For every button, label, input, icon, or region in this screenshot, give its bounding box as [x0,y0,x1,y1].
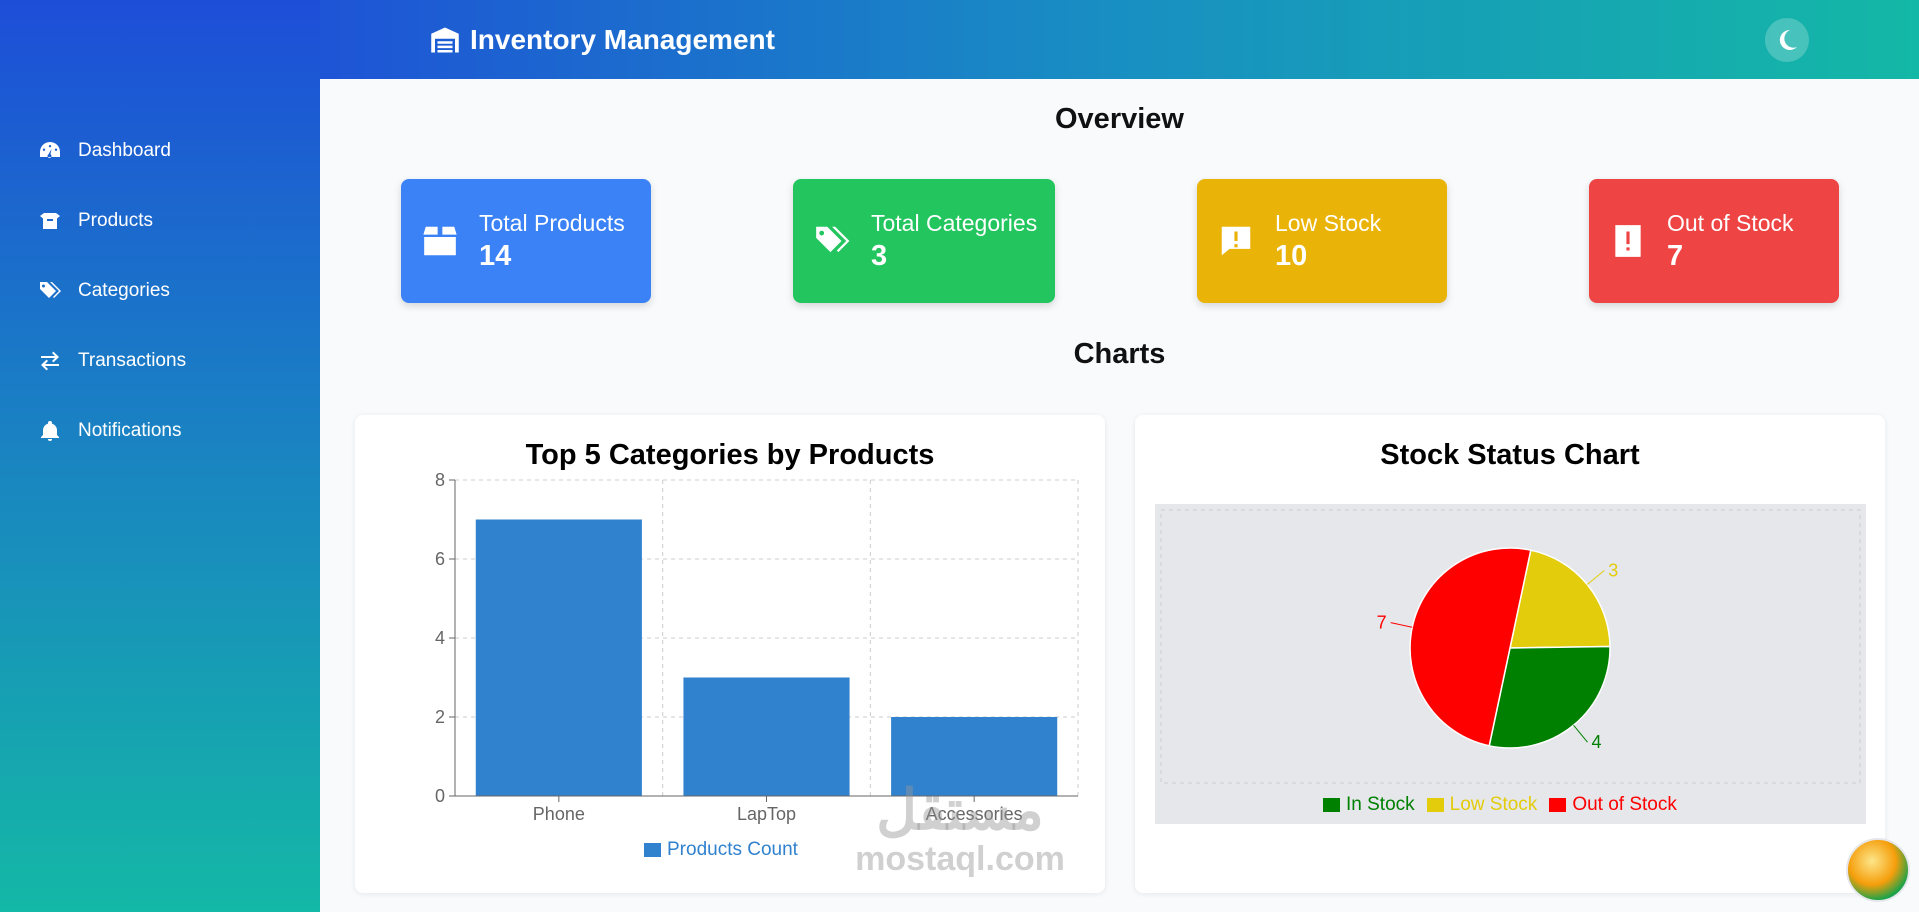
sidebar-item-label: Products [78,210,153,231]
y-tick-label: 2 [435,707,445,727]
stat-value: 3 [871,240,888,272]
legend-swatch [1323,798,1340,812]
bar [683,677,850,796]
exchange-icon [41,351,59,371]
stat-value: 14 [479,240,512,272]
bar-chart-panel: Top 5 Categories by Products 0 2 4 6 8 Phone L… [355,415,1105,893]
watermark-domain: mostaql.com [855,840,1065,878]
stat-card-low-stock[interactable]: Low Stock 10 [1197,179,1447,303]
x-tick-label: LapTop [737,804,796,824]
app-title-text: Inventory Management [470,24,775,55]
alert-message-icon [1217,222,1255,260]
y-tick-label: 8 [435,470,445,490]
pie-label-line [1390,622,1413,628]
stat-label: Out of Stock [1667,210,1794,236]
stat-label: Total Products [479,210,625,236]
tags-icon [40,282,61,298]
box-open-icon [421,222,459,260]
pie-value-label: 7 [1377,613,1387,633]
sidebar-item-products[interactable]: Products [38,206,153,236]
chat-bot-avatar[interactable] [1846,838,1910,902]
dashboard-icon [40,142,60,158]
y-tick-label: 4 [435,628,445,648]
pie-chart-legend: In Stock Low Stock Out of Stock [1323,794,1677,816]
legend-swatch [1426,798,1444,812]
pie-label-line [1586,570,1605,585]
sidebar-item-label: Transactions [78,350,187,371]
stat-label: Low Stock [1275,210,1382,236]
watermark: مستقل mostaql.com [840,780,1080,879]
sidebar-item-notifications[interactable]: Notifications [38,416,182,446]
pie-chart: 3 4 7 [1155,504,1866,824]
pie-slice [1509,549,1611,649]
stat-value: 7 [1667,240,1684,272]
pie-label-line [1573,724,1588,743]
sidebar-item-categories[interactable]: Categories [38,276,170,306]
sidebar-item-label: Categories [78,280,170,301]
theme-toggle-button[interactable] [1765,18,1809,62]
watermark-arabic: مستقل [876,778,1044,841]
stat-label: Total Categories [871,210,1038,236]
sidebar-item-label: Dashboard [78,140,171,161]
sidebar-item-transactions[interactable]: Transactions [38,346,186,376]
sidebar-item-label: Notifications [78,420,182,441]
sidebar-item-dashboard[interactable]: Dashboard [38,136,171,166]
bar-chart: 0 2 4 6 8 Phone LapTop Accessories [435,470,1079,824]
y-tick-label: 6 [435,549,445,569]
app-title: Inventory Management [430,20,775,60]
legend-label-in-stock: In Stock [1346,794,1415,815]
pie-plot-border [1160,509,1861,784]
stat-card-total-products[interactable]: Total Products 14 [401,179,651,303]
x-tick-label: Phone [533,804,585,824]
sidebar: Dashboard Products Categories Transactio… [0,0,320,912]
legend-label-low-stock: Low Stock [1449,794,1538,815]
alert-box-icon [1609,222,1647,260]
pie-chart-title: Stock Status Chart [1380,439,1640,471]
bar-chart-legend: Products Count [644,839,798,861]
pie-value-label: 4 [1591,732,1601,752]
top-header [320,0,1919,79]
moon-icon [1779,29,1797,50]
stat-value: 10 [1275,240,1308,272]
legend-swatch [1549,798,1567,812]
overview-title: Overview [1055,103,1184,135]
stat-card-total-categories[interactable]: Total Categories 3 [793,179,1055,303]
warehouse-icon [431,27,459,53]
charts-title: Charts [1073,338,1166,370]
x-tick-label: Accessories [926,804,1023,824]
stat-card-out-of-stock[interactable]: Out of Stock 7 [1589,179,1839,303]
legend-swatch [644,843,661,857]
bar [475,519,642,796]
pie-value-label: 3 [1608,561,1618,581]
legend-label-out-of-stock: Out of Stock [1572,794,1677,815]
pie-chart-panel: Stock Status Chart 3 4 7 In Stock Low Stoc… [1135,415,1885,893]
legend-label: Products Count [667,839,798,860]
bell-icon [41,421,59,441]
box-icon [40,213,60,229]
tags-icon [813,222,851,260]
bar [891,717,1058,796]
y-tick-label: 0 [435,786,445,806]
bar-chart-title: Top 5 Categories by Products [525,439,935,471]
